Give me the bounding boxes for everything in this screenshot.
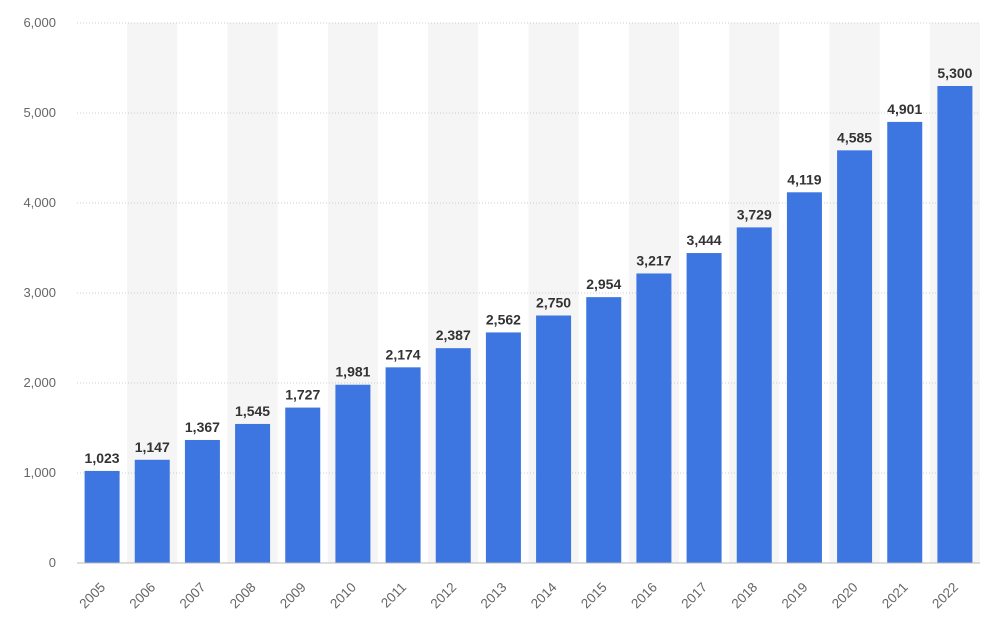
data-label-2019: 4,119 [787, 171, 821, 187]
x-tick-label-2019: 2019 [779, 580, 811, 612]
bar-2019[interactable] [786, 192, 822, 564]
x-tick-label-2017: 2017 [678, 580, 710, 612]
x-tick-label-2020: 2020 [829, 580, 861, 612]
x-tick-label-2018: 2018 [729, 580, 761, 612]
data-labels: 1,023 1,147 1,367 1,545 1,727 1,981 2,174 2,387… [85, 65, 973, 466]
bar-2021[interactable] [887, 121, 923, 563]
x-tick-label-2012: 2012 [428, 580, 460, 612]
bar-2018[interactable] [736, 227, 772, 563]
data-label-2012: 2,387 [436, 327, 471, 343]
data-label-2011: 2,174 [386, 346, 421, 362]
y-tick-label: 3,000 [23, 285, 56, 300]
bars [84, 86, 973, 564]
data-label-2005: 1,023 [85, 450, 120, 466]
bar-2007[interactable] [184, 439, 220, 563]
bar-2017[interactable] [686, 253, 722, 564]
data-label-2007: 1,367 [185, 419, 220, 435]
data-label-2013: 2,562 [486, 311, 521, 327]
x-tick-label-2006: 2006 [127, 580, 159, 612]
data-label-2018: 3,729 [737, 206, 772, 222]
bar-2013[interactable] [485, 332, 521, 563]
data-label-2015: 2,954 [586, 276, 621, 292]
bar-2006[interactable] [134, 459, 170, 563]
bar-2015[interactable] [586, 297, 622, 563]
data-label-2009: 1,727 [285, 387, 320, 403]
x-tick-label-2011: 2011 [378, 580, 409, 611]
bar-2010[interactable] [335, 384, 371, 563]
data-label-2006: 1,147 [135, 439, 170, 455]
bar-2020[interactable] [837, 150, 873, 563]
y-tick-label: 1,000 [23, 465, 56, 480]
bar-2012[interactable] [435, 348, 471, 563]
data-label-2016: 3,217 [636, 252, 671, 268]
data-label-2020: 4,585 [837, 129, 872, 145]
bar-2014[interactable] [536, 315, 572, 564]
data-label-2021: 4,901 [887, 101, 922, 117]
x-tick-label-2021: 2021 [879, 580, 911, 612]
data-label-2022: 5,300 [937, 65, 972, 81]
data-label-2017: 3,444 [687, 232, 722, 248]
y-tick-label: 6,000 [23, 15, 56, 30]
x-tick-label-2014: 2014 [528, 579, 560, 611]
bar-2009[interactable] [285, 407, 321, 563]
x-tick-label-2015: 2015 [578, 580, 610, 612]
x-tick-label-2010: 2010 [327, 580, 359, 612]
bar-2022[interactable] [937, 86, 973, 563]
x-tick-label-2022: 2022 [929, 580, 961, 612]
data-label-2014: 2,750 [536, 295, 571, 311]
x-tick-label-2016: 2016 [628, 580, 660, 612]
y-tick-label: 4,000 [23, 195, 56, 210]
y-tick-label: 2,000 [23, 375, 56, 390]
y-axis: 0 1,000 2,000 3,000 4,000 5,000 6,000 [23, 15, 56, 570]
y-tick-label: 0 [49, 555, 56, 570]
x-tick-label-2008: 2008 [227, 580, 259, 612]
bar-2011[interactable] [385, 367, 421, 563]
bar-2016[interactable] [636, 273, 672, 563]
x-tick-label-2009: 2009 [277, 580, 309, 612]
data-label-2008: 1,545 [235, 403, 270, 419]
bar-2008[interactable] [235, 423, 271, 563]
x-axis: 2005 2006 2007 2008 2009 2010 2011 2012 2013 2014… [76, 562, 980, 612]
y-tick-label: 5,000 [23, 105, 56, 120]
x-tick-label-2007: 2007 [177, 580, 209, 612]
bar-2005[interactable] [84, 470, 120, 563]
data-label-2010: 1,981 [335, 364, 370, 380]
x-tick-label-2013: 2013 [478, 580, 510, 612]
x-tick-label-2005: 2005 [76, 580, 108, 612]
